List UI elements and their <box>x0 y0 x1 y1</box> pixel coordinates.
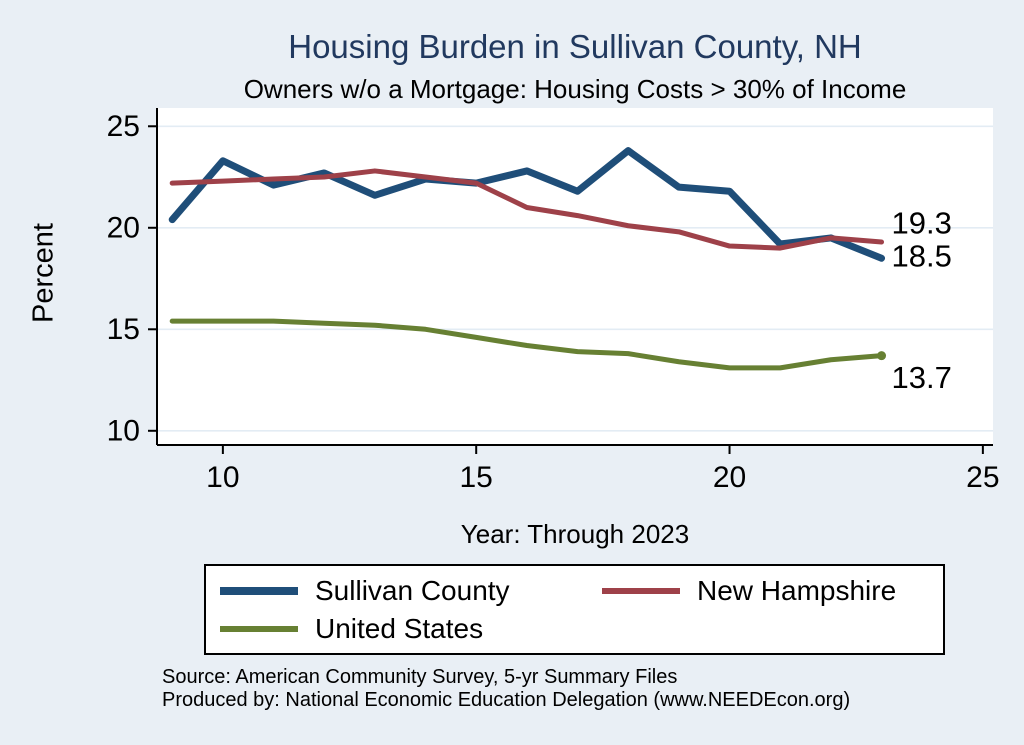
legend: Sullivan County New Hampshire United Sta… <box>204 564 945 655</box>
x-tick-label-20: 20 <box>713 461 746 494</box>
y-tick-label-10: 10 <box>107 414 140 447</box>
legend-swatch-sullivan-county <box>220 586 298 595</box>
plot-area: 10 15 20 25 10 15 20 25 18.519.3 13.7 <box>107 108 1000 494</box>
source-line-1: Source: American Community Survey, 5-yr … <box>162 666 678 688</box>
y-tick-label-20: 20 <box>107 211 140 244</box>
series-line-new-hampshire <box>169 168 885 251</box>
chart-subtitle: Owners w/o a Mortgage: Housing Costs > 3… <box>243 74 907 104</box>
series-line-sullivan-county <box>168 147 886 262</box>
series-line-united-states <box>169 318 885 371</box>
x-tick-label-15: 15 <box>460 461 493 494</box>
x-axis-title: Year: Through 2023 <box>460 519 690 549</box>
source-line-2: Produced by: National Economic Education… <box>162 688 851 711</box>
legend-item-new-hampshire: New Hampshire <box>602 575 943 607</box>
end-marker-united-states <box>877 351 887 361</box>
end-label-united-states: 13.7 <box>892 360 952 395</box>
legend-swatch-new-hampshire <box>602 587 680 594</box>
legend-item-sullivan-county: Sullivan County <box>220 575 602 607</box>
plot-background <box>157 108 993 445</box>
x-tick-label-25: 25 <box>966 461 999 494</box>
legend-item-united-states: United States <box>220 613 602 645</box>
legend-label-sullivan-county: Sullivan County <box>315 574 510 606</box>
legend-label-new-hampshire: New Hampshire <box>697 574 897 606</box>
legend-swatch-united-states <box>220 625 298 632</box>
y-tick-label-15: 15 <box>107 313 140 346</box>
source-note: Source: American Community Survey, 5-yr … <box>162 666 850 711</box>
x-tick-label-10: 10 <box>206 461 239 494</box>
chart-title: Housing Burden in Sullivan County, NH <box>288 28 862 65</box>
y-axis-title: Percent <box>27 223 60 323</box>
end-label-new-hampshire: 19.3 <box>892 205 952 240</box>
legend-label-united-states: United States <box>315 612 484 644</box>
end-label-sullivan-county: 18.5 <box>892 239 952 274</box>
y-tick-label-25: 25 <box>107 110 140 143</box>
